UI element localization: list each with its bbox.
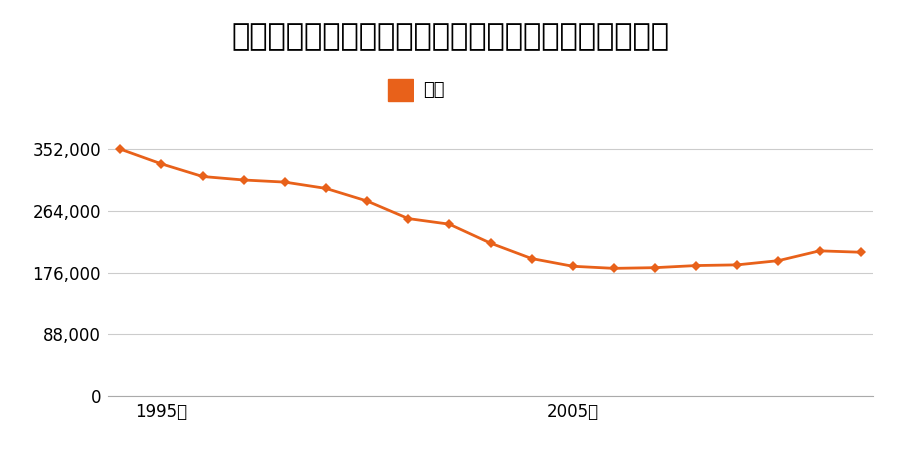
FancyBboxPatch shape xyxy=(389,79,412,101)
Text: 兵庫県尼崎市富松町１丁目９２６番１２外の地価推移: 兵庫県尼崎市富松町１丁目９２６番１２外の地価推移 xyxy=(231,22,669,51)
Text: 価格: 価格 xyxy=(423,81,445,99)
